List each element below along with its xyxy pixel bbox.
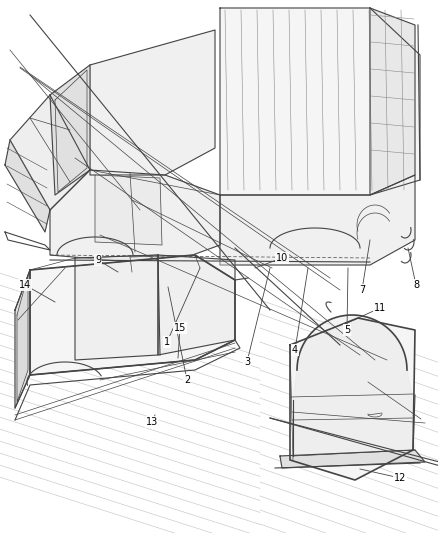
Text: 9: 9	[95, 255, 101, 265]
Polygon shape	[219, 8, 419, 195]
Polygon shape	[50, 170, 219, 265]
Polygon shape	[95, 175, 162, 245]
Text: 14: 14	[19, 280, 31, 290]
Text: 1: 1	[163, 337, 170, 347]
Polygon shape	[292, 315, 414, 456]
Polygon shape	[90, 30, 215, 175]
Polygon shape	[75, 255, 158, 360]
Text: 11: 11	[373, 303, 385, 313]
Text: 10: 10	[275, 253, 287, 263]
Polygon shape	[5, 140, 50, 232]
Polygon shape	[369, 8, 414, 195]
Polygon shape	[17, 275, 28, 402]
Text: 15: 15	[173, 323, 186, 333]
Polygon shape	[15, 270, 30, 408]
Text: 8: 8	[412, 280, 418, 290]
Text: 4: 4	[291, 345, 297, 355]
Text: 3: 3	[244, 357, 250, 367]
Text: 12: 12	[393, 473, 405, 483]
Polygon shape	[279, 450, 424, 468]
Polygon shape	[219, 175, 414, 265]
Text: 13: 13	[145, 417, 158, 427]
Polygon shape	[30, 255, 234, 375]
Polygon shape	[158, 255, 234, 355]
Polygon shape	[290, 318, 414, 480]
Text: 2: 2	[184, 375, 190, 385]
Text: 5: 5	[343, 325, 350, 335]
Polygon shape	[10, 95, 90, 210]
Text: 7: 7	[358, 285, 364, 295]
Polygon shape	[50, 65, 90, 195]
